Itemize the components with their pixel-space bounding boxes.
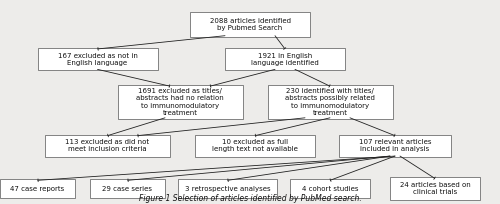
Text: 24 articles based on
clinical trials: 24 articles based on clinical trials (400, 182, 470, 195)
FancyBboxPatch shape (90, 179, 165, 198)
FancyBboxPatch shape (390, 177, 480, 200)
Text: 230 identified with titles/
abstracts possibly related
to immunomodulatory
treat: 230 identified with titles/ abstracts po… (285, 88, 375, 116)
Text: 4 cohort studies: 4 cohort studies (302, 186, 358, 192)
Text: 1691 excluded as titles/
abstracts had no relation
to immunomodulatory
treatment: 1691 excluded as titles/ abstracts had n… (136, 88, 224, 116)
Text: 3 retrospective analyses: 3 retrospective analyses (184, 186, 270, 192)
Text: 167 excluded as not in
English language: 167 excluded as not in English language (58, 53, 138, 66)
FancyBboxPatch shape (225, 48, 345, 70)
FancyBboxPatch shape (38, 48, 158, 70)
Text: 113 excluded as did not
meet inclusion criteria: 113 excluded as did not meet inclusion c… (66, 139, 150, 152)
FancyBboxPatch shape (0, 179, 75, 198)
FancyBboxPatch shape (339, 135, 451, 157)
Text: 10 excluded as full
length text not available: 10 excluded as full length text not avai… (212, 139, 298, 152)
FancyBboxPatch shape (45, 135, 170, 157)
FancyBboxPatch shape (195, 135, 315, 157)
FancyBboxPatch shape (190, 12, 310, 37)
Text: 2088 articles identified
by Pubmed Search: 2088 articles identified by Pubmed Searc… (210, 18, 290, 31)
Text: 107 relevant articles
included in analysis: 107 relevant articles included in analys… (359, 139, 431, 152)
FancyBboxPatch shape (178, 179, 278, 198)
Text: 1921 in English
language identified: 1921 in English language identified (251, 53, 319, 66)
Text: Figure 1 Selection of articles identified by PubMed search.: Figure 1 Selection of articles identifie… (138, 194, 362, 203)
Text: 29 case series: 29 case series (102, 186, 152, 192)
FancyBboxPatch shape (118, 85, 242, 119)
FancyBboxPatch shape (268, 85, 392, 119)
Text: 47 case reports: 47 case reports (10, 186, 64, 192)
FancyBboxPatch shape (290, 179, 370, 198)
